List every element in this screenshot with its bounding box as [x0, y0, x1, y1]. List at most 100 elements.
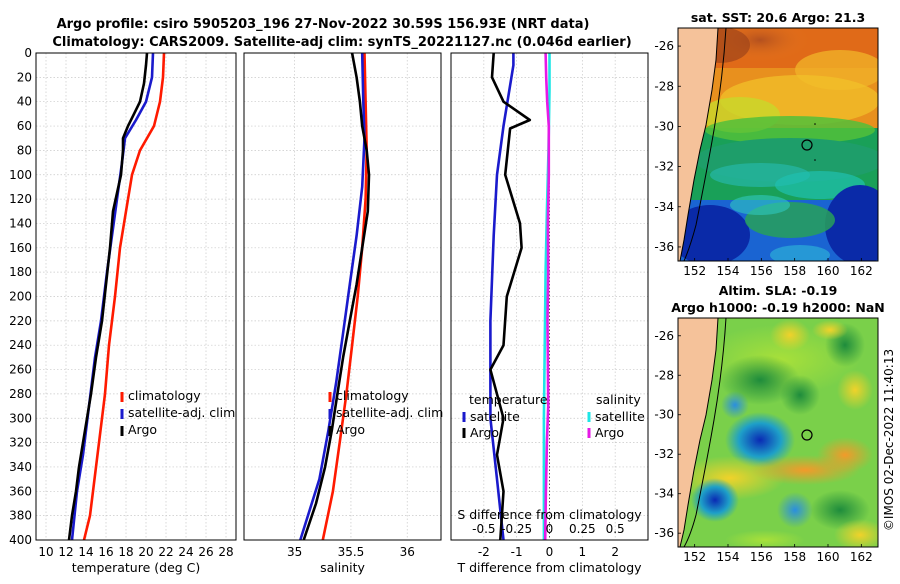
profile-panel-3: -2 -1 0 1 2T difference from climatology temp… [450, 52, 649, 575]
legend-label: satellite-adj. clim [128, 405, 235, 420]
y-tick-label: 400 [9, 533, 32, 547]
profile-panel-1: 0 20 40 60 80 100 120 140 160 180 200 220 240 260 280 3… [9, 46, 237, 575]
map-lon-label: 154 [717, 264, 740, 278]
series-line-s-argo [543, 52, 551, 541]
series-line-t-satellite [489, 53, 515, 541]
map-lon-label: 160 [817, 264, 840, 278]
secondary-tick-label: 0.25 [569, 522, 596, 536]
map-lat-label: -26 [654, 39, 674, 53]
x-tick-label: 22 [158, 545, 173, 559]
y-tick-label: 260 [9, 363, 32, 377]
legend-label: Argo [336, 422, 365, 437]
secondary-tick-label: 0 [546, 522, 554, 536]
x-tick-label: 18 [118, 545, 133, 559]
y-tick-label: 180 [9, 265, 32, 279]
x-axis-label: temperature (deg C) [72, 560, 201, 575]
y-tick-label: 340 [9, 460, 32, 474]
legend-label: climatology [128, 388, 201, 403]
x-tick-label: 14 [78, 545, 93, 559]
y-tick-label: 100 [9, 168, 32, 182]
series-line-argo [67, 52, 149, 541]
x-tick-label: -1 [511, 545, 523, 559]
map-lon-label: 162 [850, 550, 873, 564]
map-lat-label: -32 [654, 160, 674, 174]
x-tick-label: 26 [198, 545, 213, 559]
y-tick-label: 360 [9, 484, 32, 498]
legend-label: climatology [336, 388, 409, 403]
plot-frame [450, 52, 649, 541]
x-tick-label: 2 [611, 545, 619, 559]
legend-label: satellite-adj. clim [336, 405, 443, 420]
sst-map: sat. SST: 20.6 Argo: 21.3 [654, 10, 879, 278]
map-lon-label: 158 [783, 264, 806, 278]
x-tick-label: 10 [38, 545, 53, 559]
secondary-axis-label: S difference from climatology [457, 507, 642, 522]
sla-map-axes: 152 154 156 158 160 162 -26 -28 -30 -32 -34 -36 [654, 329, 872, 564]
y-tick-label: 380 [9, 509, 32, 523]
series-line-t-argo [489, 52, 532, 541]
x-tick-label: 0 [546, 545, 554, 559]
legend-title-salinity: salinity [596, 392, 641, 407]
x-tick-label: 20 [138, 545, 153, 559]
x-tick-label: 24 [178, 545, 193, 559]
y-tick-label: 20 [17, 70, 32, 84]
map-lat-label: -32 [654, 447, 674, 461]
sla-map: Altim. SLA: -0.19 Argo h1000: -0.19 h200… [654, 283, 885, 564]
y-tick-label: 220 [9, 314, 32, 328]
y-tick-label: 80 [17, 143, 32, 157]
x-tick-label: -2 [478, 545, 490, 559]
y-tick-label: 280 [9, 387, 32, 401]
sla-map-title-line1: Altim. SLA: -0.19 [719, 283, 838, 298]
plot-frame [35, 52, 237, 541]
x-tick-label: 1 [579, 545, 587, 559]
map-lon-label: 156 [750, 264, 773, 278]
imos-stamp: ©IMOS 02-Dec-2022 11:40:13 [882, 349, 896, 531]
y-tick-label: 0 [24, 46, 32, 60]
sst-float-marker [801, 139, 813, 151]
y-tick-label: 320 [9, 436, 32, 450]
y-tick-label: 160 [9, 241, 32, 255]
profile-panels: 0204060801001201401601802002202402602803… [9, 46, 649, 575]
x-tick-label: 28 [218, 545, 233, 559]
series-line-climatology [82, 52, 166, 541]
map-lon-label: 152 [683, 264, 706, 278]
map-lon-label: 156 [750, 550, 773, 564]
sla-map-title-line2: Argo h1000: -0.19 h2000: NaN [671, 300, 885, 315]
y-tick-label: 240 [9, 338, 32, 352]
map-lat-label: -30 [654, 408, 674, 422]
map-lat-label: -36 [654, 526, 674, 540]
profile-panel-2: 35 35.5 36 salinity climatology satellite-adj… [243, 52, 443, 575]
y-tick-label: 120 [9, 192, 32, 206]
x-tick-label: 35.5 [338, 545, 365, 559]
map-lon-label: 154 [717, 550, 740, 564]
sst-map-title: sat. SST: 20.6 Argo: 21.3 [691, 10, 865, 25]
figure-title-line1: Argo profile: csiro 5905203_196 27-Nov-2… [57, 17, 590, 32]
map-lat-label: -26 [654, 329, 674, 343]
plot-frame [243, 52, 442, 541]
series-line-argo [302, 52, 371, 541]
map-lat-label: -34 [654, 200, 674, 214]
map-lon-label: 158 [783, 550, 806, 564]
x-tick-label: 35 [287, 545, 302, 559]
figure-title-line2: Climatology: CARS2009. Satellite-adj cli… [52, 35, 631, 50]
legend-label: Argo [470, 425, 499, 440]
y-tick-label: 40 [17, 95, 32, 109]
legend-label: satellite [595, 409, 645, 424]
map-lon-label: 152 [683, 550, 706, 564]
secondary-tick-label: 0.5 [606, 522, 625, 536]
legend-label: Argo [128, 422, 157, 437]
map-lon-label: 162 [850, 264, 873, 278]
series-line-satellite-adj-clim [299, 52, 366, 541]
secondary-tick-label: -0.5 [472, 522, 495, 536]
x-axis-label: salinity [320, 560, 365, 575]
legend-title-temperature: temperature [469, 392, 548, 407]
series-line-climatology [321, 52, 368, 541]
x-tick-label: 36 [400, 545, 415, 559]
x-tick-label: 12 [58, 545, 73, 559]
secondary-tick-label: -0.25 [501, 522, 532, 536]
map-lon-label: 160 [817, 550, 840, 564]
y-tick-label: 60 [17, 119, 32, 133]
plot-area [36, 53, 236, 540]
